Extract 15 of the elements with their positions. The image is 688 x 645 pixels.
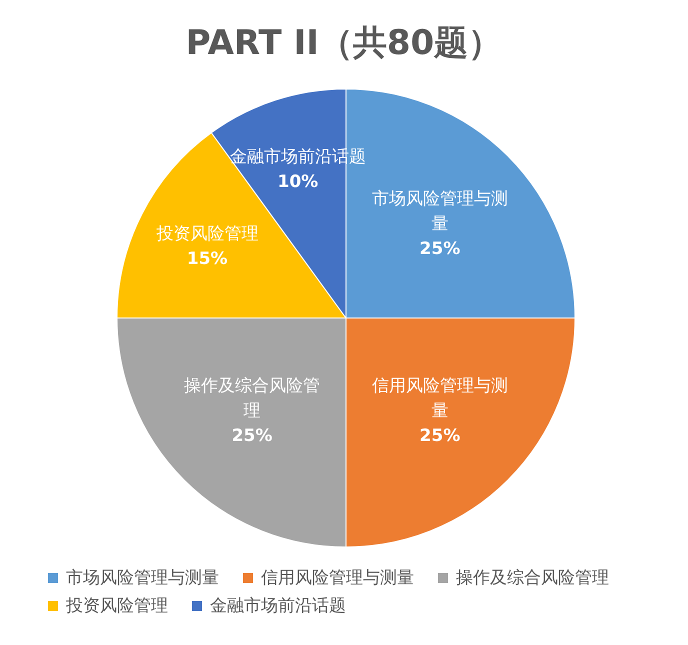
data-label: 10% bbox=[276, 170, 320, 194]
legend-label: 金融市场前沿话题 bbox=[210, 596, 346, 616]
chart-title: PART II（共80题） bbox=[186, 23, 502, 63]
data-label: 25% bbox=[418, 238, 462, 261]
legend-label: 市场风险管理与测量 bbox=[66, 568, 219, 588]
slice-label: 市场风险管理与测量 bbox=[370, 188, 509, 236]
legend-label: 投资风险管理 bbox=[65, 596, 168, 616]
data-label: 25% bbox=[418, 425, 462, 448]
data-label: 15% bbox=[186, 248, 229, 272]
slice-label: 操作及综合风险管理 bbox=[183, 375, 322, 424]
legend-label: 操作及综合风险管理 bbox=[456, 568, 609, 588]
slice-label: 信用风险管理与测量 bbox=[370, 375, 509, 424]
data-label: 25% bbox=[230, 425, 274, 448]
legend-label: 信用风险管理与测量 bbox=[261, 568, 414, 588]
slice-label: 投资风险管理 bbox=[155, 223, 260, 246]
